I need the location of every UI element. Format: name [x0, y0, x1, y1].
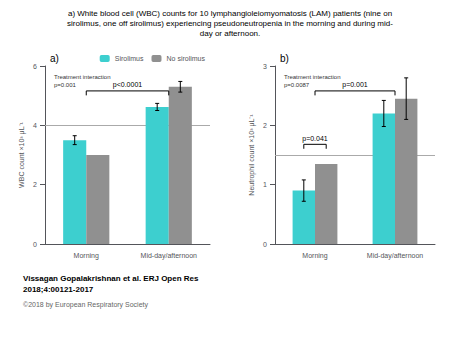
- svg-text:Sirolimus: Sirolimus: [115, 55, 144, 62]
- svg-text:2018;4:00121-2017: 2018;4:00121-2017: [23, 285, 94, 294]
- svg-text:4: 4: [33, 122, 37, 129]
- svg-text:day or afternoon.: day or afternoon.: [200, 29, 260, 38]
- svg-text:3: 3: [263, 63, 267, 70]
- svg-text:0: 0: [263, 241, 267, 248]
- svg-text:0: 0: [33, 241, 37, 248]
- svg-text:p=0.0087: p=0.0087: [284, 82, 310, 88]
- svg-text:a) White blood cell (WBC) coun: a) White blood cell (WBC) counts for 10 …: [68, 9, 392, 18]
- svg-text:Treatment interaction: Treatment interaction: [284, 74, 340, 80]
- svg-text:Mid-day/afternoon: Mid-day/afternoon: [367, 252, 424, 260]
- svg-text:a): a): [50, 53, 59, 64]
- svg-text:sirolimus, one off sirolimus): sirolimus, one off sirolimus) experienci…: [67, 19, 393, 28]
- svg-text:Vissagan Gopalakrishnan et al.: Vissagan Gopalakrishnan et al. ERJ Open …: [23, 274, 199, 283]
- svg-text:b): b): [280, 53, 289, 64]
- svg-text:p=0.041: p=0.041: [302, 135, 328, 143]
- svg-text:©2018 by European Respiratory: ©2018 by European Respiratory Society: [23, 301, 149, 309]
- svg-text:Neutrophil count ×10³ μL⁻¹: Neutrophil count ×10³ μL⁻¹: [248, 114, 256, 196]
- svg-text:WBC count ×10³ μL⁻¹: WBC count ×10³ μL⁻¹: [18, 121, 26, 187]
- svg-text:Morning: Morning: [302, 252, 327, 260]
- svg-text:Mid-day/afternoon: Mid-day/afternoon: [141, 252, 198, 260]
- svg-text:Morning: Morning: [74, 252, 99, 260]
- svg-text:1: 1: [263, 181, 267, 188]
- svg-text:2: 2: [263, 122, 267, 129]
- svg-text:p=0.001: p=0.001: [54, 82, 77, 88]
- svg-text:Treatment interaction: Treatment interaction: [54, 74, 110, 80]
- svg-text:6: 6: [33, 63, 37, 70]
- svg-text:2: 2: [33, 181, 37, 188]
- svg-text:p=0.001: p=0.001: [342, 81, 368, 89]
- svg-text:p<0.0001: p<0.0001: [113, 81, 142, 89]
- svg-text:No sirolimus: No sirolimus: [166, 55, 205, 62]
